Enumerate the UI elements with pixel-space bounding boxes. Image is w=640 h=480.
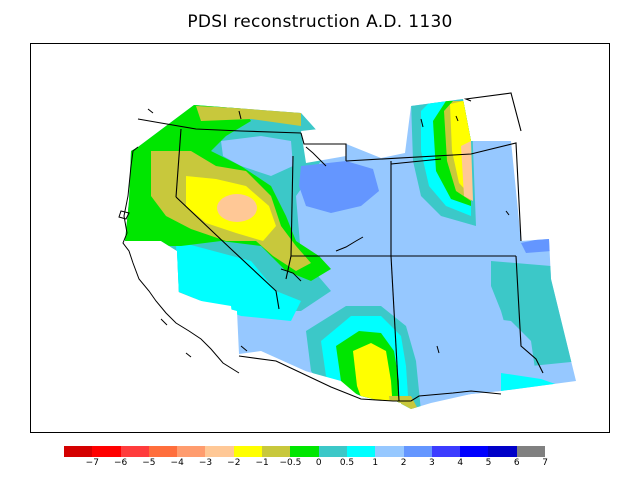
contour-east-peach	[461, 141, 473, 201]
pdsi-contours	[125, 99, 576, 409]
coastline	[118, 108, 510, 374]
wy-co	[345, 142, 522, 242]
legend-swatch	[375, 446, 404, 457]
contour-west-cyan	[176, 241, 301, 321]
legend-label: −1	[255, 458, 269, 468]
legend-swatch	[460, 446, 489, 457]
legend-labels: −7 −6 −5 −4 −3 −2 −1 −0.5 0 0.5 1 2 3 4 5 6 7	[64, 458, 584, 472]
legend-label: −5	[142, 458, 156, 468]
contour-ne-blue	[521, 237, 551, 253]
legend-label: −0.5	[279, 458, 302, 468]
map-title: PDSI reconstruction A.D. 1130	[187, 12, 453, 32]
legend-swatch	[262, 446, 291, 457]
legend-swatch	[64, 446, 93, 457]
map-frame	[30, 43, 610, 433]
legend-swatch	[177, 446, 206, 457]
legend-swatch	[233, 446, 263, 457]
legend-swatch	[318, 446, 347, 457]
legend-swatch	[488, 446, 517, 457]
contour-az-yellow	[353, 343, 393, 409]
legend-label: −4	[170, 458, 184, 468]
nv-ut	[290, 155, 294, 257]
pacific-ocean	[101, 241, 237, 361]
gulf-white	[179, 296, 201, 311]
legend-swatch	[290, 446, 319, 457]
legend-label: 7	[542, 458, 548, 468]
legend-label: −6	[113, 458, 128, 468]
oregon-north	[137, 118, 302, 134]
legend-swatch	[516, 446, 546, 457]
id-mt	[300, 132, 347, 161]
legend-label: 2	[400, 458, 407, 468]
az-north	[285, 255, 292, 280]
nm-tx	[515, 255, 544, 374]
pdsi-map	[101, 92, 576, 432]
ca-nv	[175, 196, 280, 310]
legend-swatch	[148, 446, 178, 457]
contour-peach	[217, 194, 257, 222]
legend-swatch	[120, 446, 149, 457]
legend-label: −2	[227, 458, 241, 468]
legend-label: 0	[315, 458, 322, 468]
legend-swatch	[205, 446, 234, 457]
legend-swatch	[431, 446, 461, 457]
legend-colorbar	[64, 446, 546, 457]
az-nm	[390, 255, 400, 402]
legend-label: 0.5	[339, 458, 355, 468]
sonora-desert	[251, 356, 401, 432]
or-ca	[175, 128, 182, 198]
legend-label: 4	[457, 458, 464, 468]
contour-nv-blue	[221, 136, 293, 176]
us-mexico	[238, 355, 502, 402]
legend-label: 3	[429, 458, 435, 468]
ut-wy-ne	[390, 158, 442, 165]
legend-swatch	[403, 446, 432, 457]
legend-label: 5	[485, 458, 492, 468]
legend-label: −7	[85, 458, 99, 468]
legend-swatch	[346, 446, 376, 457]
legend-label: 1	[372, 458, 379, 468]
co-ks	[463, 92, 522, 132]
legend-label: −3	[198, 458, 213, 468]
legend-swatch	[92, 446, 121, 457]
legend-label: 6	[513, 458, 520, 468]
state-boundaries	[137, 92, 544, 402]
contour-utah-blue	[299, 161, 379, 213]
